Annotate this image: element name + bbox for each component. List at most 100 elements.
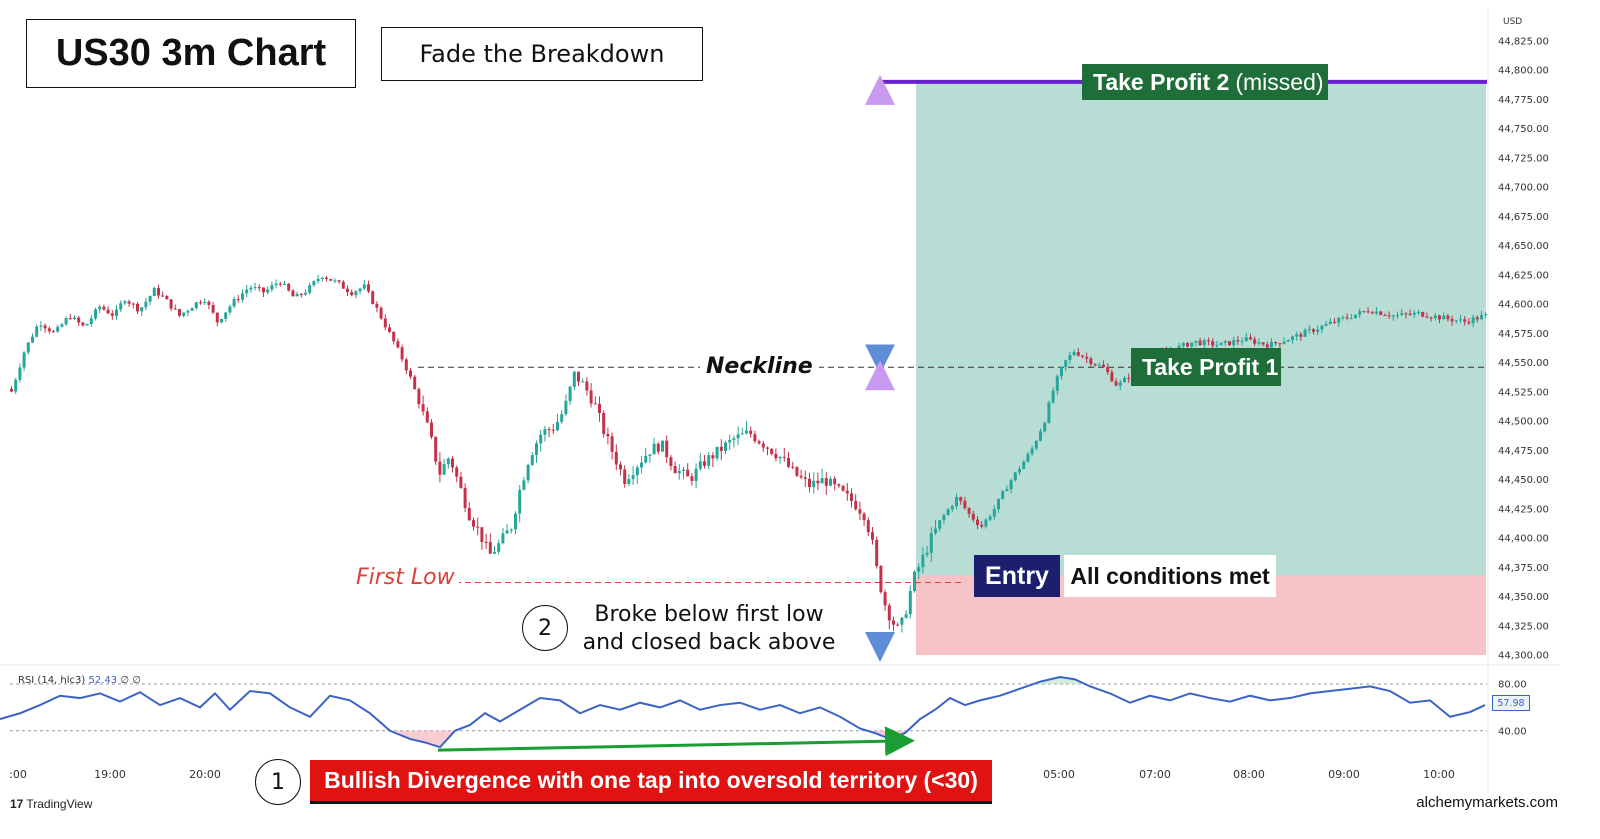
candle-body: [845, 490, 849, 494]
rsi-current-value: 57.98: [1492, 695, 1530, 711]
candle-body: [388, 327, 391, 332]
candle-body: [1484, 314, 1488, 316]
price-tick-label: 44,300.00: [1498, 651, 1549, 662]
candle-body: [1358, 311, 1362, 315]
price-tick-label: 44,450.00: [1498, 475, 1549, 486]
candle-body: [56, 326, 60, 332]
candle-body: [518, 489, 522, 514]
candle-body: [211, 304, 215, 313]
candle-body: [812, 480, 816, 488]
candle-body: [724, 442, 727, 452]
price-tick-label: 44,350.00: [1498, 592, 1549, 603]
time-tick-label: 20:00: [189, 768, 221, 781]
candle-body: [1341, 317, 1345, 319]
candle-body: [690, 476, 694, 481]
candle-body: [10, 388, 13, 392]
rsi-legend-name: RSI (14, hlc3): [18, 675, 86, 686]
candle-body: [686, 469, 690, 477]
price-tick-label: 44,825.00: [1498, 37, 1549, 48]
candle-body: [1114, 381, 1118, 386]
candle-body: [325, 277, 328, 279]
time-tick-label: 19:00: [94, 768, 126, 781]
candle-body: [337, 280, 341, 282]
candle-body: [1316, 329, 1320, 332]
candle-body: [829, 478, 832, 486]
candle-body: [161, 295, 165, 297]
candle-body: [312, 281, 316, 286]
candle-body: [665, 440, 669, 458]
candle-body: [509, 529, 513, 531]
price-tick-label: 44,800.00: [1498, 66, 1549, 77]
candle-body: [413, 376, 417, 390]
candle-body: [732, 438, 736, 440]
candle-body: [1236, 340, 1240, 342]
price-tick-label: 44,375.00: [1498, 563, 1549, 574]
candle-body: [1207, 340, 1210, 342]
rsi-tick-label: 40.00: [1498, 726, 1527, 737]
candle-body: [1097, 364, 1101, 366]
candle-body: [816, 480, 820, 484]
candle-body: [1303, 330, 1307, 337]
tradingview-logo: 17 TradingView: [10, 797, 92, 811]
candle-body: [1064, 360, 1068, 367]
candle-body: [64, 318, 68, 325]
candle-body: [228, 306, 232, 313]
candle-body: [1370, 312, 1374, 314]
candle-body: [606, 433, 610, 437]
candle-body: [560, 414, 564, 422]
candle-body: [614, 451, 618, 465]
candle-body: [39, 325, 43, 327]
candle-body: [320, 277, 324, 279]
candle-body: [551, 429, 555, 431]
candle-body: [1286, 340, 1290, 342]
candle-body: [186, 310, 190, 313]
candle-body: [31, 336, 34, 343]
divergence-arrow: [437, 726, 915, 757]
candle-body: [421, 404, 425, 412]
price-tick-label: 44,650.00: [1498, 241, 1549, 252]
candle-body: [110, 313, 114, 316]
candle-body: [106, 309, 110, 314]
candle-body: [1186, 343, 1189, 347]
price-tick-label: 44,425.00: [1498, 504, 1549, 515]
candle-body: [417, 389, 421, 405]
candle-body: [14, 379, 18, 392]
candle-body: [850, 493, 853, 502]
step-2-note-line2: and closed back above: [582, 630, 836, 655]
candle-body: [858, 509, 862, 514]
candle-body: [371, 291, 375, 304]
candle-body: [203, 301, 207, 303]
candle-body: [564, 400, 568, 415]
candle-body: [1118, 382, 1122, 386]
candle-body: [1438, 315, 1441, 320]
candle-body: [1232, 340, 1236, 346]
candle-body: [1030, 448, 1034, 454]
time-tick-label: 08:00: [1233, 768, 1265, 781]
candle-body: [1328, 321, 1332, 325]
candle-body: [400, 347, 404, 360]
candle-body: [1198, 340, 1202, 346]
candle-body: [782, 456, 786, 458]
candle-body: [661, 440, 664, 452]
candle-body: [102, 306, 106, 310]
candle-body: [396, 341, 400, 348]
candle-body: [992, 509, 996, 517]
candle-body: [35, 326, 39, 337]
candle-body: [178, 309, 181, 316]
candle-body: [60, 324, 64, 327]
candle-body: [719, 446, 723, 452]
candle-body: [1383, 314, 1387, 316]
take-profit-2-text: Take Profit 2: [1093, 68, 1230, 95]
candle-body: [1244, 337, 1248, 342]
candle-body: [740, 433, 744, 435]
candle-body: [1202, 340, 1206, 346]
candle-body: [1307, 329, 1311, 331]
candle-body: [467, 507, 471, 521]
candle-body: [1354, 314, 1357, 319]
candle-body: [1475, 317, 1479, 320]
price-tick-label: 44,500.00: [1498, 417, 1549, 428]
candle-body: [984, 519, 988, 527]
time-tick-label: 07:00: [1139, 768, 1171, 781]
candle-body: [715, 446, 719, 459]
